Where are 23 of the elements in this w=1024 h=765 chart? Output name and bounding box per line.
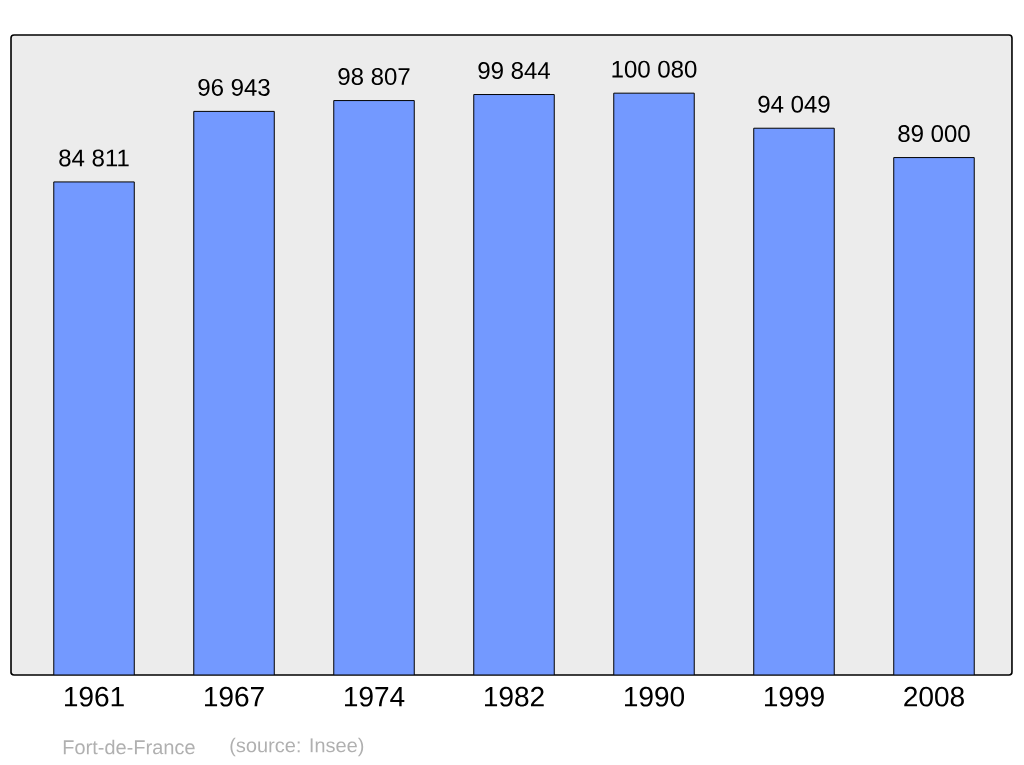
bar [193,110,275,675]
bar [53,181,135,675]
bar [753,127,835,675]
text: (source: Insee) [230,737,364,757]
data-label: 84 811 [59,149,129,167]
x-tick-label: 1999 [764,686,824,707]
x-tick-label: 2008 [904,686,964,707]
data-label: 100 080 [612,60,697,78]
x-tick-label: 1974 [345,686,405,707]
data-label: 96 943 [198,78,270,96]
x-tick-label: 1982 [485,686,544,707]
data-label: 98 807 [338,68,410,86]
bar [473,94,555,675]
data-label: 94 049 [758,95,830,113]
text: Fort-de-France [63,739,195,755]
x-tick-label: 1961 [65,686,124,707]
x-tick-label: 1990 [625,686,685,707]
bar [613,92,695,675]
data-label: 89 000 [898,125,970,143]
bar [893,157,975,675]
bar [333,100,415,675]
data-label: 99 844 [478,62,550,80]
x-tick-label: 1967 [205,686,264,707]
